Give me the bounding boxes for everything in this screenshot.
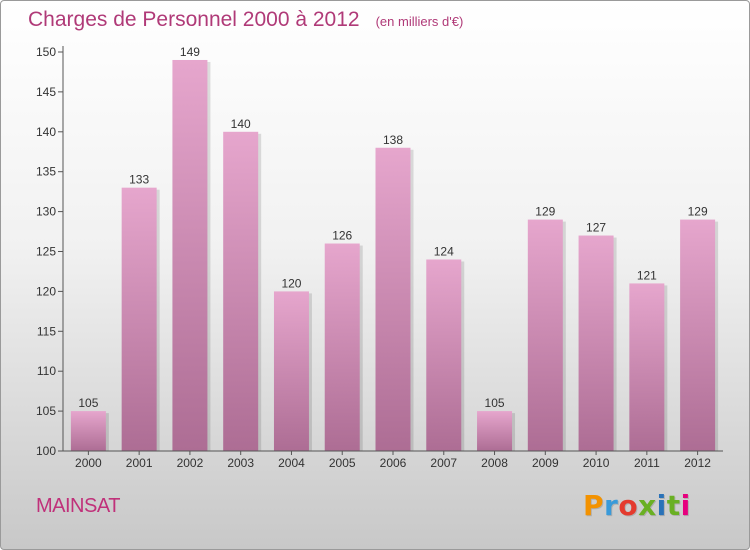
y-tick-label: 130	[36, 205, 56, 219]
logo-letter: o	[618, 489, 639, 522]
bar[interactable]	[578, 235, 614, 451]
bar[interactable]	[324, 243, 360, 451]
chart-title: Charges de Personnel 2000 à 2012 (en mill…	[28, 8, 463, 32]
bar[interactable]	[629, 283, 665, 451]
logo-letter: r	[604, 489, 619, 522]
y-tick-label: 115	[37, 324, 56, 338]
bars-group: 105 133 149 140 120 126 138 124 105 129 127 121 129	[70, 45, 719, 452]
x-tick-label: 2008	[481, 456, 508, 470]
y-tick-label: 135	[36, 165, 56, 179]
bar[interactable]	[70, 411, 106, 451]
bar-value-label: 133	[129, 173, 149, 187]
logo-letter: i	[680, 489, 691, 522]
logo-letter: x	[638, 489, 657, 522]
x-tick-label: 2010	[583, 456, 610, 470]
logo-letter: i	[656, 489, 667, 522]
y-tick-label: 125	[36, 245, 56, 259]
bar-value-label: 138	[383, 133, 403, 147]
y-tick-label: 105	[36, 404, 56, 418]
bar-value-label: 149	[180, 45, 200, 59]
y-tick-label: 140	[36, 125, 56, 139]
x-tick-label: 2003	[227, 456, 254, 470]
commune-name: MAINSAT	[36, 495, 120, 517]
y-tick-label: 120	[36, 284, 56, 298]
x-tick-label: 2000	[75, 456, 102, 470]
x-tick-label: 2001	[126, 456, 153, 470]
y-tick-label: 110	[37, 364, 56, 378]
bar[interactable]	[121, 187, 157, 451]
bar[interactable]	[172, 59, 208, 451]
x-tick-label: 2004	[278, 456, 305, 470]
x-tick-label: 2006	[380, 456, 407, 470]
x-tick-label: 2012	[684, 456, 711, 470]
bar[interactable]	[375, 147, 411, 451]
bar-value-label: 105	[485, 396, 505, 410]
bar-value-label: 129	[688, 205, 708, 219]
y-tick-label: 145	[36, 85, 56, 99]
bar[interactable]	[680, 219, 716, 451]
bar-value-label: 124	[434, 244, 454, 258]
x-tick-label: 2005	[329, 456, 356, 470]
axes-group: 2000 2001 2002 2003 2004 2005 2006 2007 2008 2009…	[36, 45, 723, 470]
bar-value-label: 126	[332, 229, 352, 243]
proxiti-logo[interactable]: Proxiti	[583, 489, 691, 522]
bar[interactable]	[273, 291, 309, 451]
x-tick-label: 2002	[177, 456, 204, 470]
chart-subtitle: (en milliers d'€)	[375, 14, 464, 29]
bar[interactable]	[223, 131, 259, 452]
bar-value-label: 140	[231, 117, 251, 131]
bar-value-label: 120	[281, 276, 301, 290]
bar-value-label: 105	[78, 396, 98, 410]
bar[interactable]	[527, 219, 563, 451]
logo-letter: t	[666, 489, 681, 522]
bar-value-label: 129	[535, 205, 555, 219]
x-tick-label: 2011	[634, 456, 660, 470]
bar-value-label: 121	[637, 268, 657, 282]
bar[interactable]	[426, 259, 462, 451]
logo-letter: P	[583, 489, 605, 522]
bar-value-label: 127	[586, 221, 606, 235]
bar[interactable]	[477, 411, 513, 451]
y-tick-label: 150	[36, 45, 56, 59]
x-tick-label: 2007	[430, 456, 457, 470]
y-tick-label: 100	[36, 444, 56, 458]
x-tick-label: 2009	[532, 456, 559, 470]
chart-title-text: Charges de Personnel 2000 à 2012	[28, 8, 360, 31]
